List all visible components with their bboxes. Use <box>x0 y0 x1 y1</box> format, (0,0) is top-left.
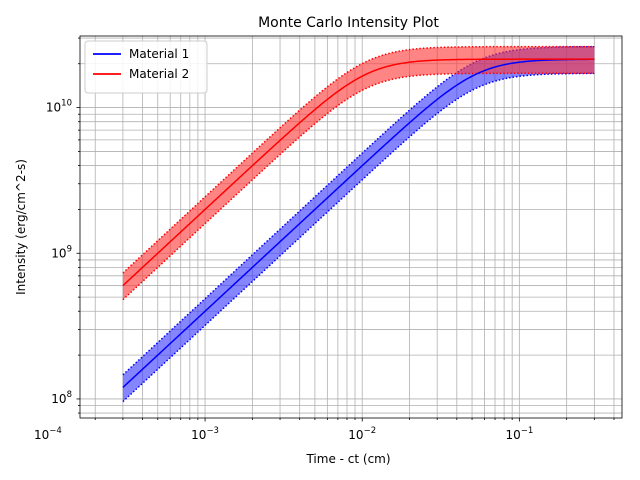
x-tick-label: 10−3 <box>191 426 219 442</box>
x-tick-label: 10−2 <box>348 426 376 442</box>
legend: Material 1 Material 2 <box>84 40 208 94</box>
ticks: 10−4 10−3 10−2 10−1 108 109 1010 <box>34 37 615 442</box>
grid <box>80 36 622 418</box>
band-2 <box>122 46 595 300</box>
series-line-2 <box>122 58 595 287</box>
legend-label: Material 2 <box>129 67 189 81</box>
x-axis-title: Time - ct (cm) <box>305 452 390 466</box>
series-line-1 <box>122 58 595 388</box>
series-lines <box>122 58 595 388</box>
legend-label: Material 1 <box>129 47 189 61</box>
y-tick-label: 1010 <box>46 99 72 115</box>
chart-title: Monte Carlo Intensity Plot <box>258 15 439 31</box>
x-tick-label: 10−1 <box>505 426 533 442</box>
uncertainty-bands <box>122 45 595 403</box>
y-axis-title: Intensity (erg/cm^2-s) <box>14 159 28 295</box>
axes-frame <box>79 35 623 419</box>
y-tick-label: 109 <box>51 244 72 260</box>
band-lower-1 <box>122 72 595 403</box>
x-tick-label: 10−4 <box>34 426 62 442</box>
y-tick-label: 108 <box>51 390 72 406</box>
